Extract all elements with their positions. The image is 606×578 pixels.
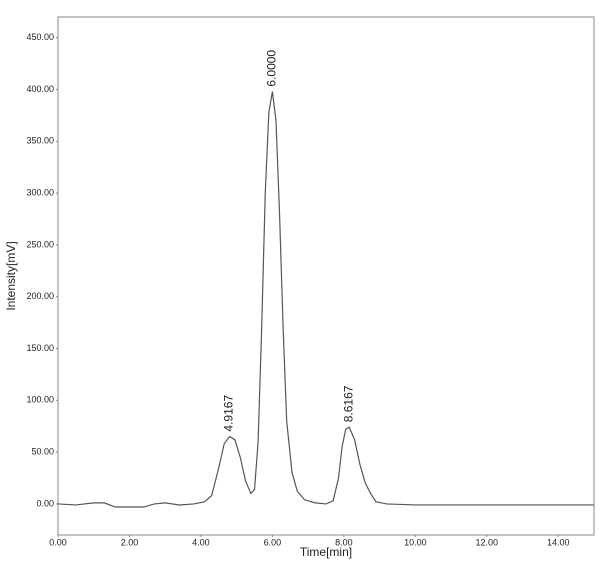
peak-label: 8.6167 bbox=[341, 385, 355, 422]
x-axis-title: Time[min] bbox=[300, 545, 352, 559]
y-tick-label: 100.00 bbox=[26, 395, 54, 405]
x-tick-label: 8.00 bbox=[335, 537, 353, 547]
y-tick-label: 450.00 bbox=[26, 32, 54, 42]
plot-frame bbox=[57, 16, 595, 536]
y-tick-label: 300.00 bbox=[26, 187, 54, 197]
y-axis-title: Intensity[mV] bbox=[4, 241, 18, 310]
y-tick-label: 50.00 bbox=[31, 446, 54, 456]
peak-label: 6.0000 bbox=[265, 50, 279, 87]
y-tick-label: 200.00 bbox=[26, 291, 54, 301]
y-tick-label: 150.00 bbox=[26, 343, 54, 353]
x-tick-label: 2.00 bbox=[121, 537, 139, 547]
y-tick-label: 0.00 bbox=[36, 498, 54, 508]
x-tick-label: 4.00 bbox=[192, 537, 210, 547]
x-tick-label: 10.00 bbox=[404, 537, 427, 547]
y-tick-label: 350.00 bbox=[26, 136, 54, 146]
x-tick-label: 14.00 bbox=[547, 537, 570, 547]
y-tick-label: 250.00 bbox=[26, 239, 54, 249]
y-tick-label: 400.00 bbox=[26, 84, 54, 94]
peak-label: 4.9167 bbox=[222, 395, 236, 432]
x-tick-label: 0.00 bbox=[49, 537, 67, 547]
x-tick-label: 6.00 bbox=[264, 537, 282, 547]
trace-line bbox=[57, 91, 594, 508]
x-tick-label: 12.00 bbox=[476, 537, 499, 547]
